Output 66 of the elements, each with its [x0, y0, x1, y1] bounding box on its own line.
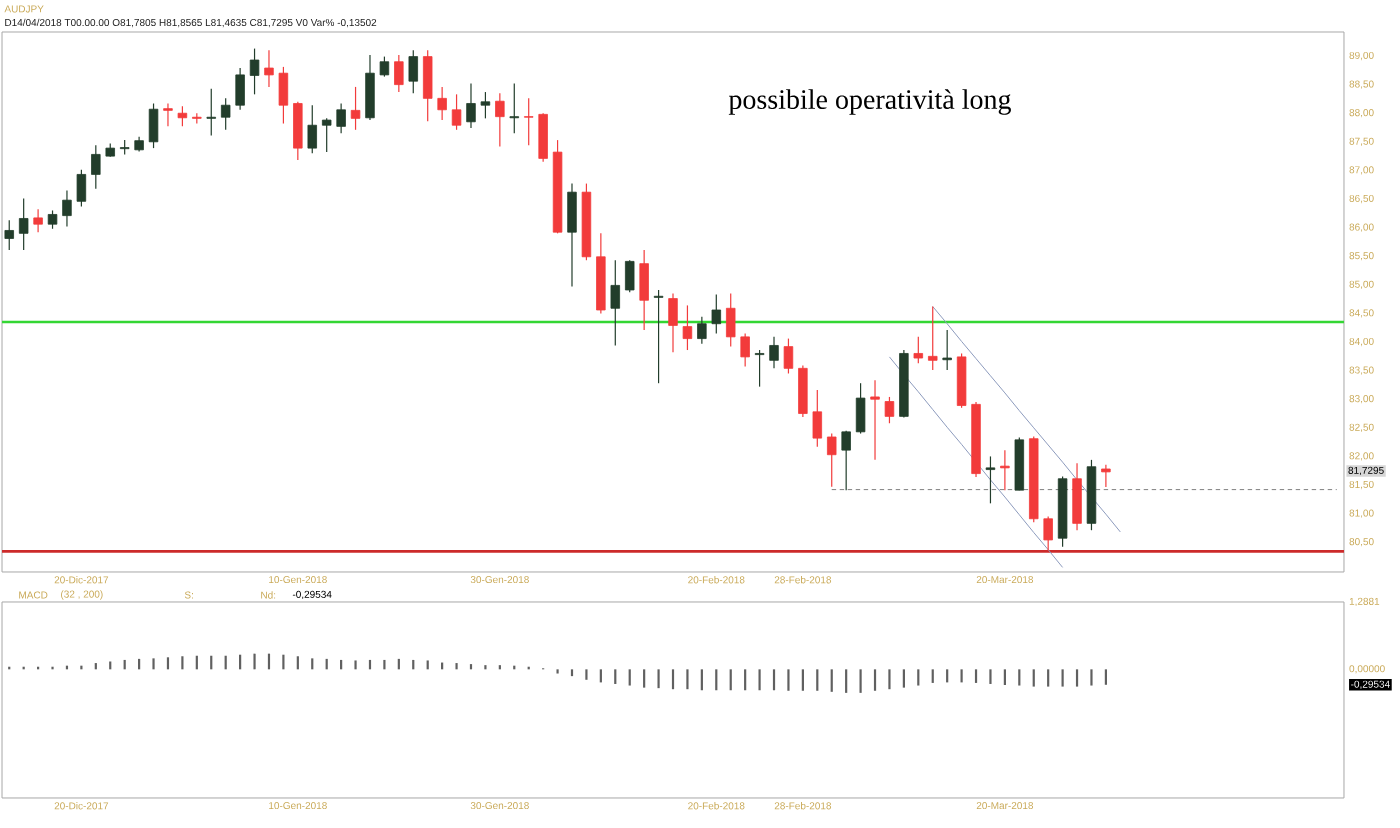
- candlestick: [163, 102, 173, 127]
- candlestick: [76, 169, 87, 208]
- candlestick: [336, 102, 346, 134]
- candlestick: [884, 396, 895, 424]
- candlestick: [379, 55, 390, 78]
- candlestick: [307, 104, 317, 154]
- candlestick: [220, 97, 231, 131]
- candlestick: [682, 304, 693, 351]
- candlestick: [249, 47, 260, 95]
- candlestick: [726, 292, 736, 348]
- candlestick: [827, 432, 837, 488]
- candlestick: [697, 316, 707, 345]
- candlestick: [567, 182, 577, 288]
- line-series: [932, 306, 1121, 533]
- candlestick: [495, 92, 505, 147]
- candlestick: [985, 455, 996, 504]
- candlestick: [47, 209, 58, 230]
- candlestick: [437, 86, 447, 121]
- candlestick: [769, 336, 779, 369]
- candlestick: [1072, 462, 1082, 531]
- candlestick: [624, 259, 635, 293]
- candlestick: [639, 249, 649, 331]
- candlestick: [1000, 449, 1010, 491]
- candlestick: [783, 337, 794, 375]
- line-series: [888, 356, 1064, 568]
- candlestick: [4, 219, 14, 251]
- candlestick: [1101, 464, 1111, 488]
- candlestick: [855, 382, 866, 435]
- candlestick: [466, 82, 476, 129]
- candlestick: [408, 49, 418, 94]
- candlestick: [711, 293, 722, 335]
- candlestick: [365, 54, 375, 121]
- candlestick: [913, 336, 924, 364]
- candlestick: [350, 86, 361, 131]
- candlestick: [91, 144, 101, 190]
- candlestick: [18, 197, 29, 251]
- annotation: possibile operatività long: [728, 89, 1011, 115]
- candlestick: [321, 117, 332, 153]
- candlestick: [668, 292, 678, 353]
- candlestick: [235, 67, 245, 111]
- candlestick: [480, 91, 491, 119]
- candlestick: [177, 105, 188, 127]
- candlestick: [942, 329, 952, 371]
- candlestick: [264, 49, 274, 88]
- candlestick: [422, 49, 433, 122]
- candlestick: [928, 305, 938, 371]
- candlestick: [509, 82, 520, 134]
- candlestick: [62, 189, 72, 228]
- candlestick: [653, 289, 664, 384]
- candlestick: [1043, 515, 1053, 551]
- candlestick: [610, 259, 621, 347]
- candlestick: [206, 88, 216, 137]
- candlestick: [451, 93, 462, 131]
- candlestick: [538, 112, 548, 163]
- candlestick: [523, 97, 534, 146]
- candlestick: [278, 66, 289, 125]
- candlestick: [740, 332, 750, 368]
- candlestick: [33, 208, 43, 233]
- candlestick: [754, 349, 765, 388]
- candlestick: [812, 389, 823, 448]
- candlestick: [293, 101, 303, 161]
- candlestick: [394, 54, 404, 93]
- candlestick: [148, 102, 159, 149]
- candlestick: [841, 430, 851, 491]
- candlestick: [798, 364, 808, 418]
- candlestick: [870, 379, 880, 461]
